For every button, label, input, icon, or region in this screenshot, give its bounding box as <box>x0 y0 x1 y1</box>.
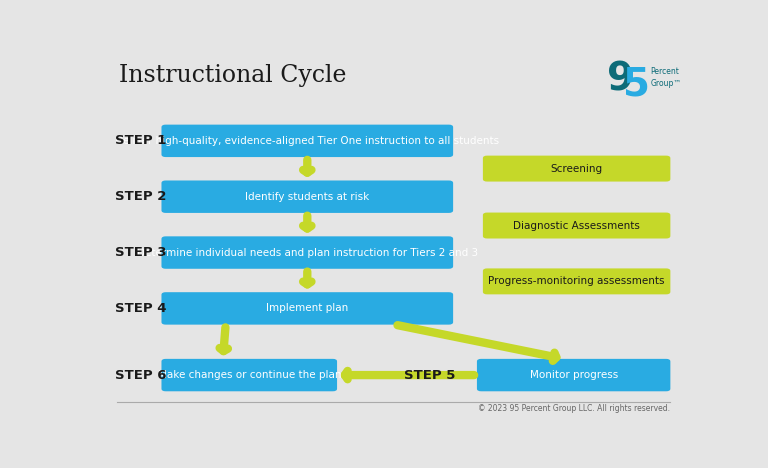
Text: STEP 2: STEP 2 <box>115 190 167 203</box>
FancyBboxPatch shape <box>477 359 670 391</box>
Text: 5: 5 <box>623 66 650 104</box>
FancyBboxPatch shape <box>161 359 337 391</box>
Text: Determine individual needs and plan instruction for Tiers 2 and 3: Determine individual needs and plan inst… <box>137 248 478 257</box>
Text: Identify students at risk: Identify students at risk <box>245 192 369 202</box>
FancyBboxPatch shape <box>483 156 670 182</box>
Text: STEP 3: STEP 3 <box>115 246 167 259</box>
FancyBboxPatch shape <box>483 269 670 294</box>
Text: Deliver high-quality, evidence-aligned Tier One instruction to all students: Deliver high-quality, evidence-aligned T… <box>115 136 499 146</box>
Text: Diagnostic Assessments: Diagnostic Assessments <box>513 220 640 231</box>
Text: Progress-monitoring assessments: Progress-monitoring assessments <box>488 277 665 286</box>
FancyBboxPatch shape <box>161 236 453 269</box>
Text: STEP 1: STEP 1 <box>115 134 167 147</box>
Text: STEP 5: STEP 5 <box>404 369 455 381</box>
Text: © 2023 95 Percent Group LLC. All rights reserved.: © 2023 95 Percent Group LLC. All rights … <box>478 404 670 413</box>
FancyBboxPatch shape <box>483 212 670 239</box>
Text: Make changes or continue the plan: Make changes or continue the plan <box>157 370 341 380</box>
FancyBboxPatch shape <box>161 124 453 157</box>
FancyBboxPatch shape <box>161 292 453 325</box>
Text: Monitor progress: Monitor progress <box>529 370 617 380</box>
Text: Screening: Screening <box>551 164 603 174</box>
Text: STEP 6: STEP 6 <box>115 369 167 381</box>
Text: STEP 4: STEP 4 <box>115 302 167 315</box>
FancyBboxPatch shape <box>161 181 453 213</box>
Text: Implement plan: Implement plan <box>266 303 349 314</box>
Text: 9: 9 <box>607 60 634 99</box>
Text: Instructional Cycle: Instructional Cycle <box>118 65 346 88</box>
Text: Percent
Group™: Percent Group™ <box>650 67 682 88</box>
